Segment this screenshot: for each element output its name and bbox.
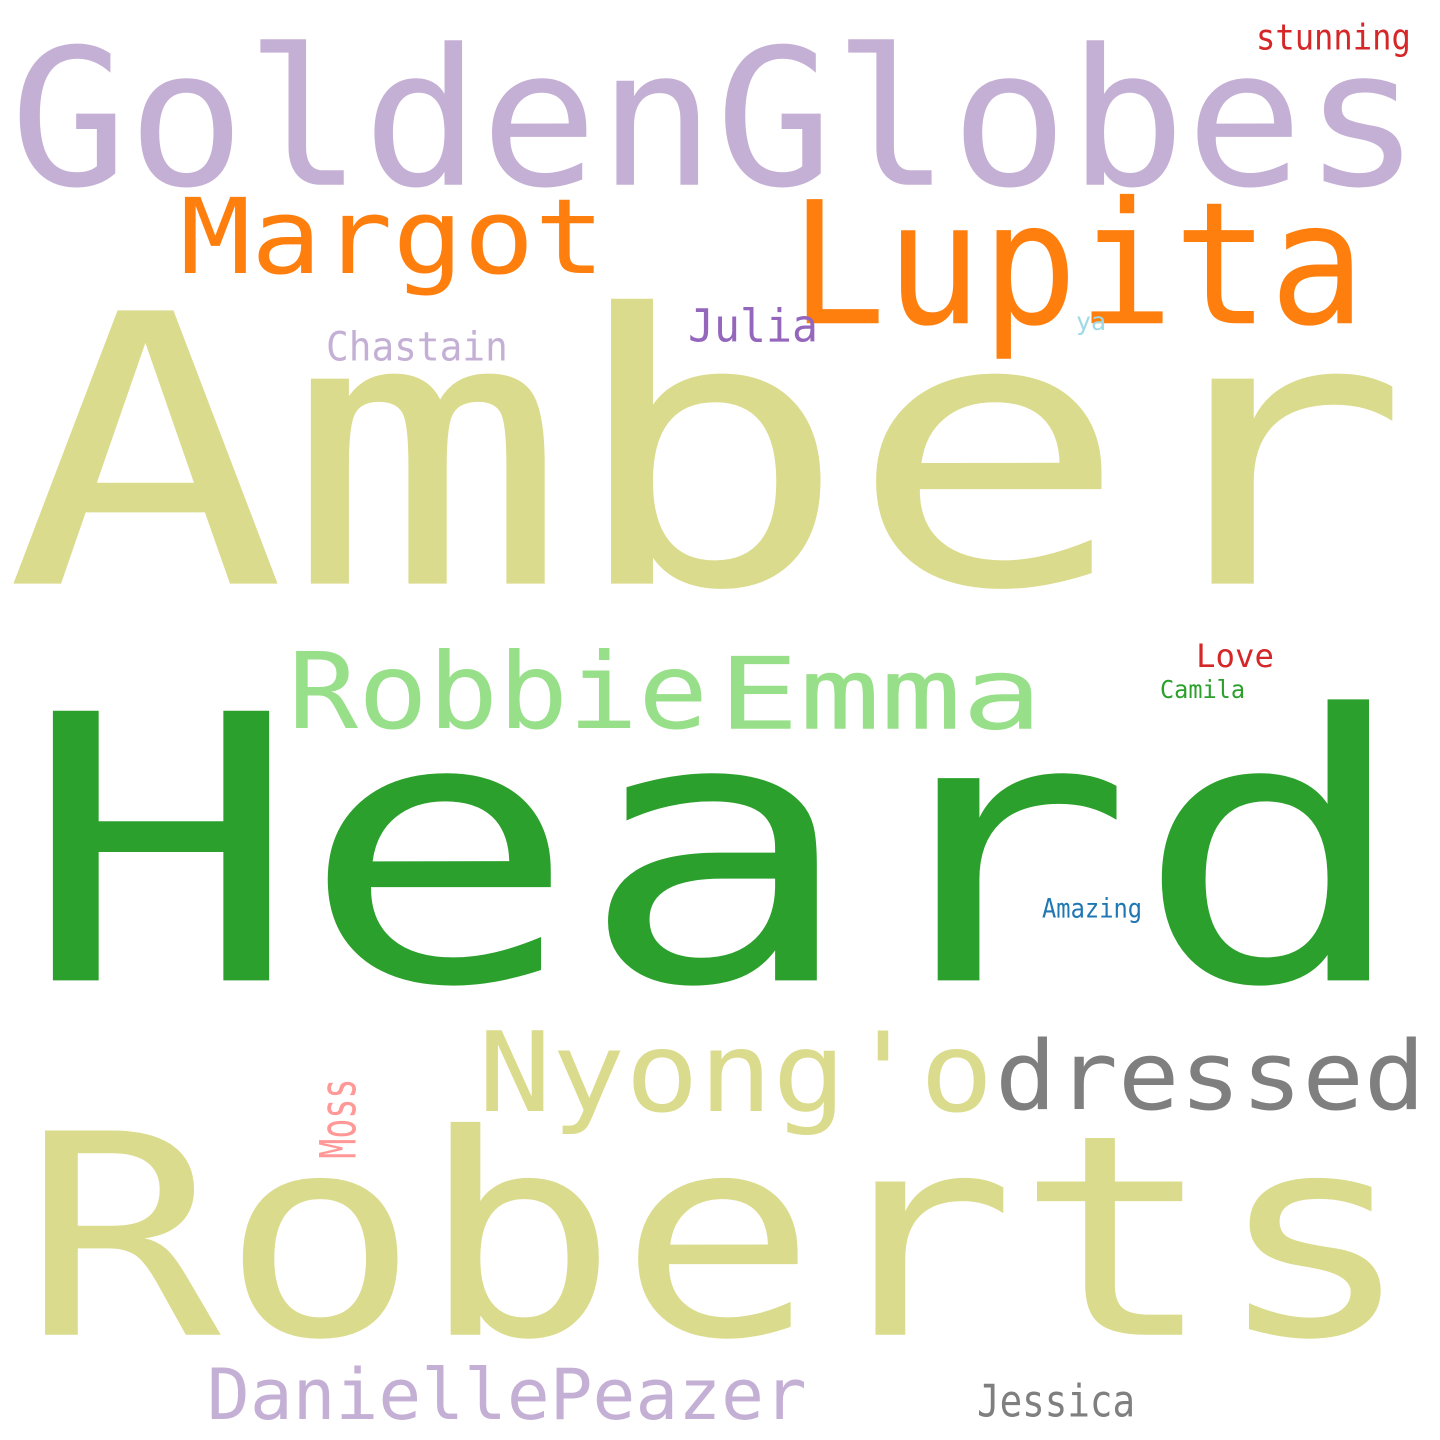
word-ya: ya <box>1076 307 1107 336</box>
word-heard: Heard <box>22 636 1413 1068</box>
word-stunning: stunning <box>1256 16 1411 59</box>
word-amazing: Amazing <box>1042 892 1143 925</box>
word-love: Love <box>1196 637 1274 675</box>
word-daniellepeazer: DaniellePeazer <box>207 1354 807 1436</box>
word-jessica: Jessica <box>977 1375 1136 1428</box>
word-moss: Moss <box>308 1078 368 1159</box>
word-roberts: Roberts <box>22 1075 1414 1401</box>
word-robbie: Robbie <box>288 630 709 754</box>
word-emma: Emma <box>718 636 1043 753</box>
word-camila: Camila <box>1160 674 1246 705</box>
word-dressed: dressed <box>995 1021 1426 1133</box>
word-amber: Amber <box>5 236 1411 673</box>
word-margot: Margot <box>180 176 606 299</box>
word-julia: Julia <box>688 300 818 354</box>
word-lupita: Lupita <box>790 165 1366 364</box>
word-chastain: Chastain <box>326 323 508 371</box>
word-goldenglobes: GoldenGlobes <box>10 9 1421 231</box>
word-nyongo: Nyong'o <box>478 1008 994 1138</box>
